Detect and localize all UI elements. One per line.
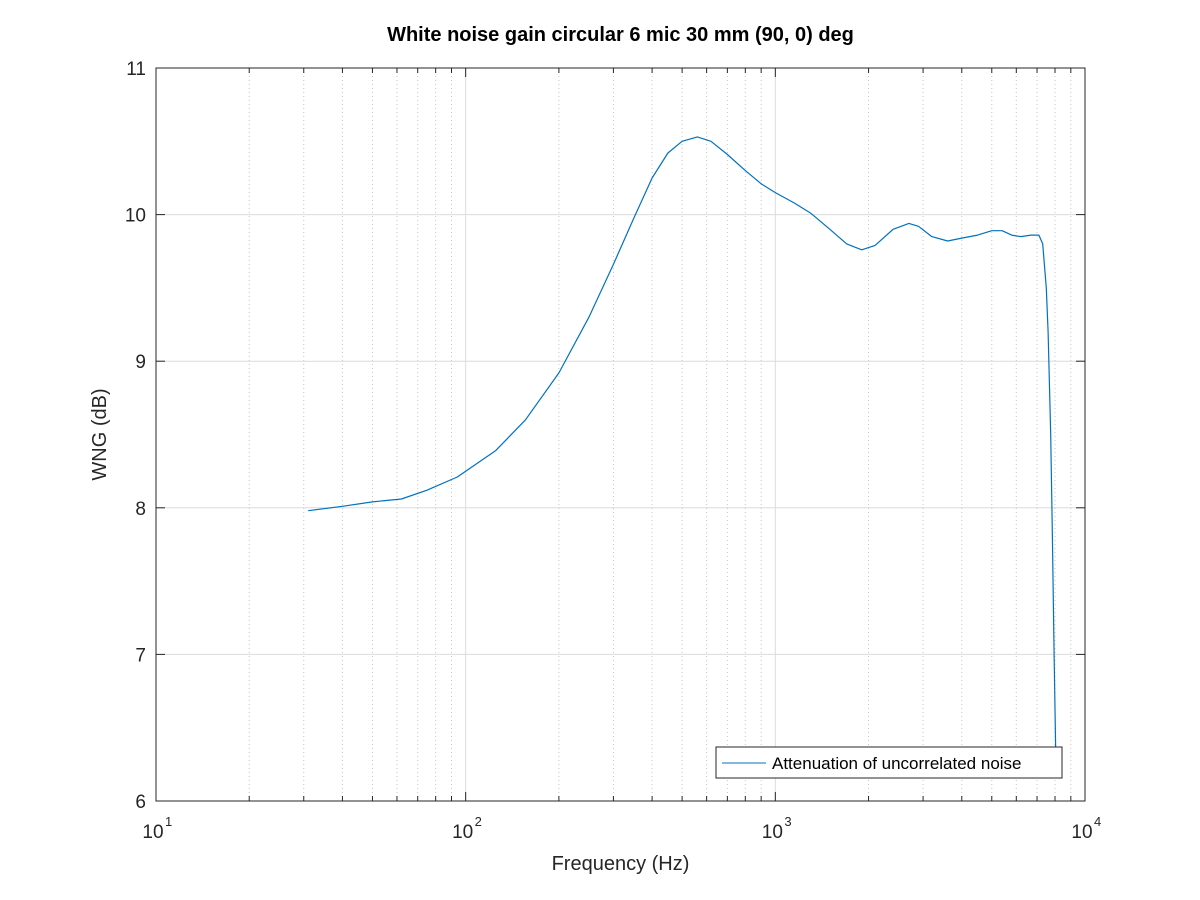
y-axis-label: WNG (dB)	[89, 388, 111, 480]
x-tick-label: 10	[1071, 822, 1092, 843]
plot-area	[156, 68, 1085, 801]
y-tick-label: 9	[135, 352, 146, 373]
y-tick-label: 7	[135, 645, 146, 666]
series-layer	[308, 136, 1057, 758]
y-tick-label: 10	[125, 206, 146, 227]
grid-lines	[156, 68, 1085, 801]
x-tick-exponent: 2	[475, 814, 482, 829]
x-axis-label: Frequency (Hz)	[552, 853, 690, 875]
legend-entry-label: Attenuation of uncorrelated noise	[772, 754, 1022, 773]
plot-frame	[155, 67, 1086, 802]
x-tick-exponent: 3	[784, 814, 791, 829]
chart-title: White noise gain circular 6 mic 30 mm (9…	[387, 24, 854, 46]
x-tick-exponent: 4	[1094, 814, 1101, 829]
series-line-0	[308, 136, 1057, 758]
x-tick-label: 10	[142, 822, 163, 843]
x-tick-exponent: 1	[165, 814, 172, 829]
y-tick-label: 11	[126, 59, 146, 80]
x-tick-label: 10	[452, 822, 473, 843]
legend-box	[715, 746, 1063, 779]
legend: Attenuation of uncorrelated noise	[715, 746, 1063, 779]
y-tick-label: 6	[135, 792, 146, 813]
x-tick-label: 10	[762, 822, 783, 843]
y-tick-label: 8	[135, 499, 146, 520]
